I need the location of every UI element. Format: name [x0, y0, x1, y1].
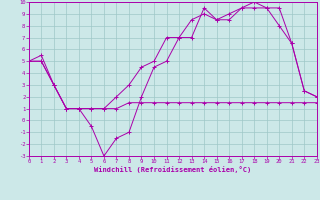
X-axis label: Windchill (Refroidissement éolien,°C): Windchill (Refroidissement éolien,°C): [94, 166, 252, 173]
